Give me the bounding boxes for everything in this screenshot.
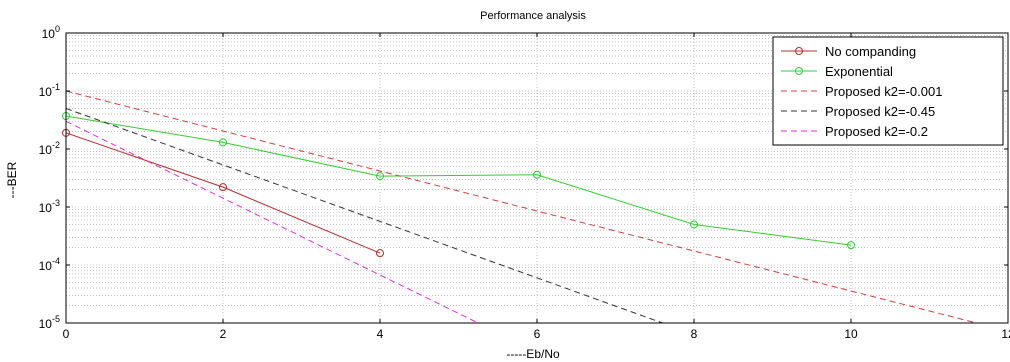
data-point <box>376 249 384 258</box>
x-tick-label: 12 <box>1001 327 1010 341</box>
x-tick-label: 0 <box>63 327 70 341</box>
x-axis-label: -----Eb/No <box>506 347 560 361</box>
x-tick-label: 2 <box>220 327 227 341</box>
grid <box>66 33 1008 324</box>
y-tick-base: 10 <box>39 259 53 273</box>
data-point <box>376 172 384 181</box>
legend-label-0: No companding <box>825 44 916 59</box>
x-tick-label: 10 <box>844 327 858 341</box>
y-tick-label: 10-2 <box>39 140 60 157</box>
legend-marker-1 <box>795 67 803 75</box>
data-point <box>847 241 855 250</box>
legend-label-2: Proposed k2=-0.001 <box>825 84 942 99</box>
legend-marker-0 <box>795 47 803 55</box>
data-point <box>690 220 698 229</box>
series-line-3 <box>66 107 663 323</box>
y-tick-exponent: -4 <box>52 256 60 266</box>
legend-label-3: Proposed k2=-0.45 <box>825 104 935 119</box>
data-point <box>219 138 227 147</box>
y-tick-label: 10-3 <box>39 198 60 215</box>
y-tick-exponent: -3 <box>52 198 60 208</box>
y-tick-label: 100 <box>42 24 60 41</box>
legend-label-4: Proposed k2=-0.2 <box>825 124 928 139</box>
y-tick-exponent: -5 <box>52 314 60 324</box>
legend-label-1: Exponential <box>825 64 893 79</box>
ticks: 02468101210010-110-210-310-410-5 <box>39 24 1010 341</box>
y-tick-exponent: -1 <box>52 82 60 92</box>
series-line-2 <box>66 90 977 323</box>
series-line-4 <box>66 120 479 323</box>
y-tick-label: 10-1 <box>39 82 60 99</box>
series-layer <box>62 90 977 323</box>
series-line-1 <box>66 115 852 246</box>
y-tick-base: 10 <box>39 317 53 331</box>
series-line-0 <box>66 132 381 254</box>
y-tick-label: 10-4 <box>39 256 60 273</box>
y-tick-exponent: 0 <box>55 24 60 34</box>
chart-title: Performance analysis <box>480 10 586 22</box>
y-tick-base: 10 <box>39 85 53 99</box>
y-tick-exponent: -2 <box>52 140 60 150</box>
y-tick-base: 10 <box>42 27 56 41</box>
y-tick-base: 10 <box>39 201 53 215</box>
y-tick-base: 10 <box>39 143 53 157</box>
x-tick-label: 4 <box>377 327 384 341</box>
data-point <box>533 170 541 179</box>
x-tick-label: 6 <box>534 327 541 341</box>
legend: No companding Exponential Proposed k2=-0.0… <box>772 36 1004 146</box>
y-axis-label: ---BER <box>5 161 19 198</box>
x-tick-label: 8 <box>691 327 698 341</box>
data-point <box>219 183 227 192</box>
y-tick-label: 10-5 <box>39 314 60 331</box>
